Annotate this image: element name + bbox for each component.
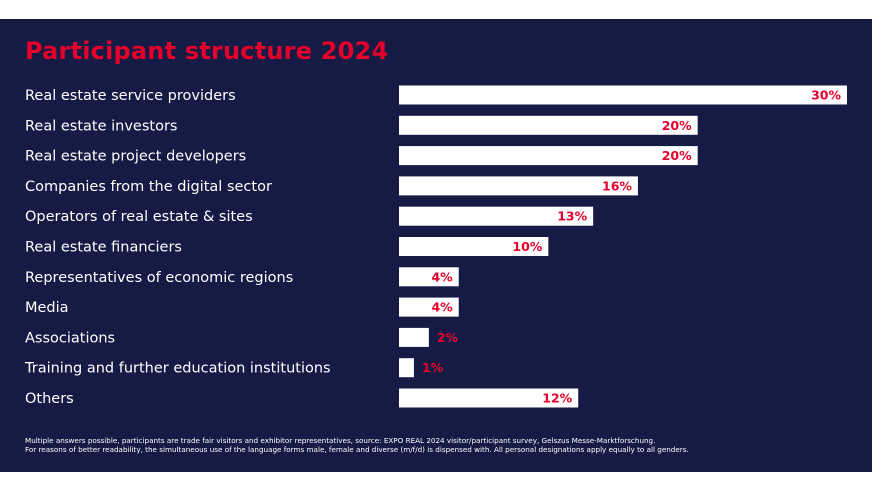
bar [399,115,698,135]
bar-chart: Real estate service providers 30% Real est… [24,85,847,408]
category-label: Media [25,300,69,316]
bar [399,146,698,166]
category-label: Real estate financiers [25,240,182,256]
value-label: 16% [602,178,632,193]
category-label: Others [25,391,74,407]
value-label: 10% [512,239,542,254]
bar [399,176,638,196]
bar [399,206,594,226]
category-label: Companies from the digital sector [25,179,272,195]
chart-panel: Participant structure 2024 Real estate s… [0,19,872,472]
category-label: Training and further education instituti… [24,361,331,377]
footnote: Multiple answers possible, participants … [25,436,855,454]
bar [399,388,579,408]
category-label: Associations [25,330,115,346]
category-label: Operators of real estate & sites [25,209,253,225]
bar [399,85,847,105]
value-label: 12% [542,391,572,406]
value-label: 2% [437,330,459,345]
value-label: 30% [811,88,841,103]
category-label: Real estate project developers [25,149,246,165]
bar [399,267,459,287]
value-label: 20% [662,148,692,163]
value-label: 1% [422,360,444,375]
bar [399,358,414,378]
chart-title: Participant structure 2024 [25,37,389,65]
value-label: 13% [557,209,587,224]
bar [399,297,459,317]
footnote-line-2: For reasons of better readability, the s… [25,445,689,454]
value-label: 20% [662,118,692,133]
category-label: Real estate service providers [25,88,236,104]
bar [399,327,429,347]
value-label: 4% [431,300,453,315]
category-label: Real estate investors [25,118,177,134]
value-label: 4% [431,269,453,284]
bar [399,237,549,256]
category-label: Representatives of economic regions [25,270,293,286]
footnote-line-1: Multiple answers possible, participants … [25,436,656,445]
